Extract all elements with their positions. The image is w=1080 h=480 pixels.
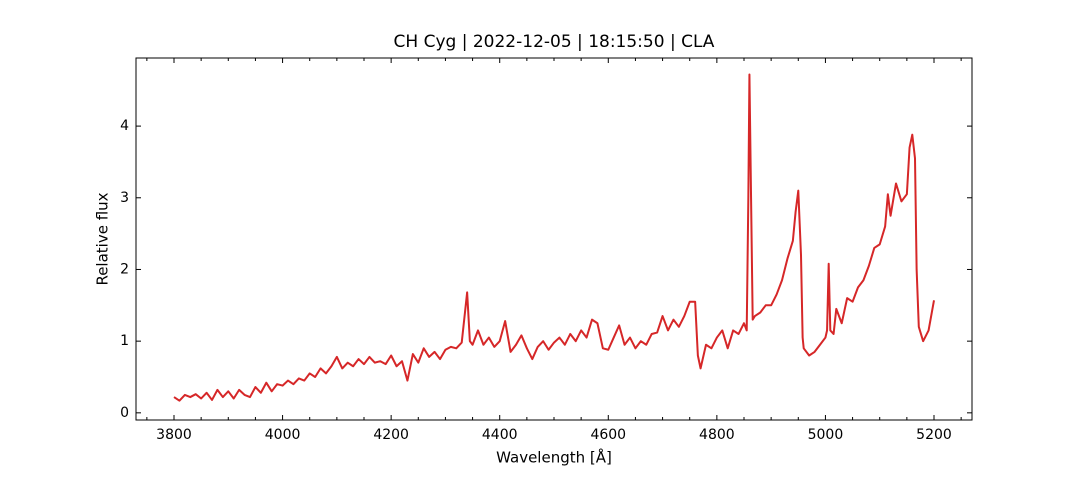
y-tick-label: 2	[120, 261, 129, 277]
y-axis-label: Relative flux	[94, 192, 112, 285]
x-tick-label: 4600	[590, 427, 626, 443]
x-tick-label: 5200	[916, 427, 952, 443]
x-tick-label: 4800	[699, 427, 735, 443]
x-axis-label: Wavelength [Å]	[496, 448, 612, 467]
x-tick-label: 5000	[808, 427, 844, 443]
y-tick-label: 3	[120, 190, 129, 206]
plot-frame	[135, 57, 973, 421]
x-tick-label: 4400	[482, 427, 518, 443]
x-tick-label: 4200	[373, 427, 409, 443]
y-tick-label: 1	[120, 333, 129, 349]
spectrum-line	[173, 73, 935, 402]
x-tick-label: 3800	[156, 427, 192, 443]
x-tick-label: 4000	[265, 427, 301, 443]
y-tick-label: 0	[120, 405, 129, 421]
y-tick-label: 4	[120, 118, 129, 134]
chart-title: CH Cyg | 2022-12-05 | 18:15:50 | CLA	[394, 32, 715, 52]
